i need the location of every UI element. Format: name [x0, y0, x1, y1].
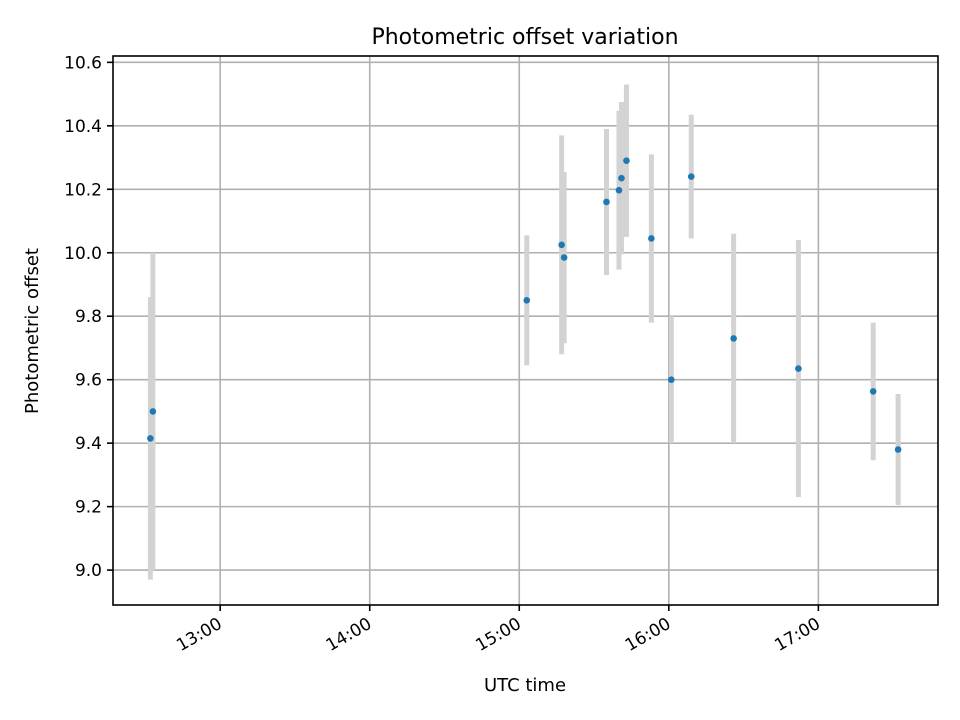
y-tick-label: 9.0: [75, 561, 102, 581]
data-point: [623, 157, 630, 165]
y-tick-label: 10.4: [64, 117, 102, 137]
data-point: [523, 297, 531, 304]
data-point: [869, 388, 877, 395]
data-point: [558, 241, 565, 249]
data-points: [147, 157, 902, 453]
y-tick-label: 9.6: [75, 371, 102, 391]
data-point: [687, 173, 695, 180]
y-tick-label: 10.6: [64, 53, 102, 73]
y-tick-label: 9.4: [75, 434, 102, 454]
chart-title: Photometric offset variation: [371, 25, 678, 50]
data-point: [618, 174, 625, 182]
plot-frame: [112, 55, 939, 606]
data-point: [149, 408, 157, 415]
data-point: [615, 186, 623, 194]
data-point: [894, 446, 902, 453]
data-point: [730, 335, 737, 342]
y-tick-label: 10.2: [64, 180, 102, 200]
data-point: [795, 365, 802, 372]
y-axis-label: Photometric offset: [22, 248, 43, 414]
y-tick-label: 9.8: [75, 307, 102, 327]
data-point: [603, 198, 610, 206]
data-point: [147, 435, 154, 442]
y-tick-label: 10.0: [64, 244, 102, 264]
data-point: [668, 376, 675, 383]
y-tick-label: 9.2: [75, 498, 102, 518]
x-axis-label: UTC time: [484, 675, 566, 696]
data-point: [560, 254, 568, 261]
data-point: [648, 235, 655, 242]
